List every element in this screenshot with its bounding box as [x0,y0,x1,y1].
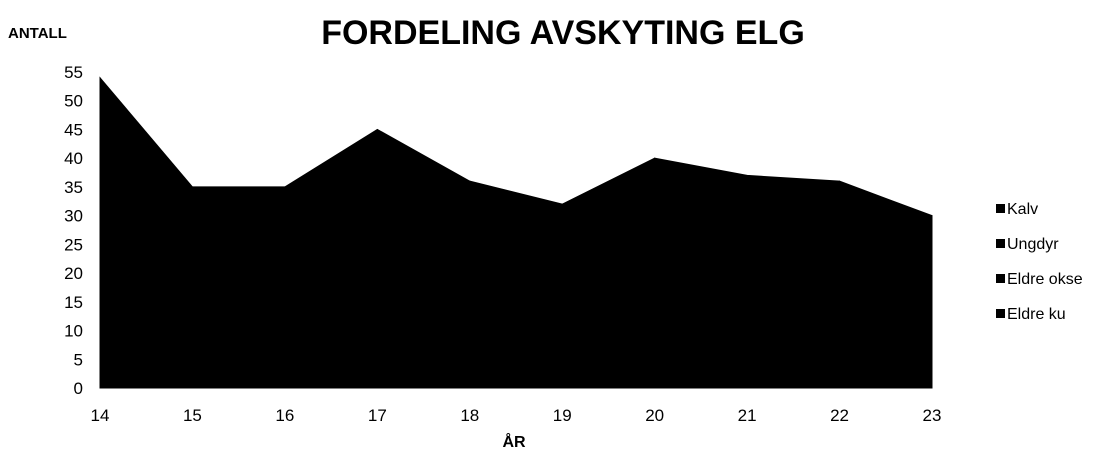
area-point [284,186,286,188]
x-tick-label: 20 [645,406,664,425]
x-axis-label: ÅR [502,432,526,451]
x-tick-label: 19 [553,406,572,425]
y-tick-label: 55 [64,63,83,82]
y-tick-label: 5 [74,350,83,369]
y-tick-label: 40 [64,149,83,168]
x-tick-label: 15 [183,406,202,425]
legend-label: Eldre okse [1007,271,1083,288]
x-tick-label: 23 [923,406,942,425]
legend-swatch [996,274,1005,283]
x-tick-label: 21 [738,406,757,425]
y-tick-label: 15 [64,293,83,312]
x-tick-label: 14 [91,406,110,425]
area-point [839,180,841,182]
area-point [931,215,933,217]
legend-label: Kalv [1007,201,1038,218]
legend-swatch [996,309,1005,318]
y-tick-label: 50 [64,92,83,111]
y-tick-label: 35 [64,178,83,197]
total-area [99,76,933,389]
y-tick-label: 30 [64,207,83,226]
legend-label: Ungdyr [1007,236,1059,253]
legend-swatch [996,239,1005,248]
x-tick-label: 18 [460,406,479,425]
area-point [99,77,101,79]
y-tick-label: 45 [64,120,83,139]
x-tick-label: 16 [275,406,294,425]
area-point [654,157,656,159]
x-tick-label: 22 [830,406,849,425]
area-point [191,186,193,188]
x-axis-ticks: 14 15 16 17 18 19 20 21 22 23 [91,406,942,425]
chart-title: FORDELING AVSKYTING ELG [321,14,805,52]
stacked-area-series [99,76,933,389]
y-axis-label: ANTALL [8,25,67,42]
y-tick-label: 20 [64,264,83,283]
y-tick-label: 25 [64,235,83,254]
area-point [561,203,563,205]
area-point [376,128,378,130]
legend-swatch [996,204,1005,213]
x-tick-label: 17 [368,406,387,425]
y-tick-label: 0 [74,379,83,398]
area-point [469,180,471,182]
legend: Kalv Ungdyr Eldre okse Eldre ku [996,201,1083,323]
legend-label: Eldre ku [1007,306,1066,323]
area-point [746,174,748,176]
y-tick-label: 10 [64,322,83,341]
y-axis-ticks: 0 5 10 15 20 25 30 35 40 45 50 55 [64,63,83,398]
